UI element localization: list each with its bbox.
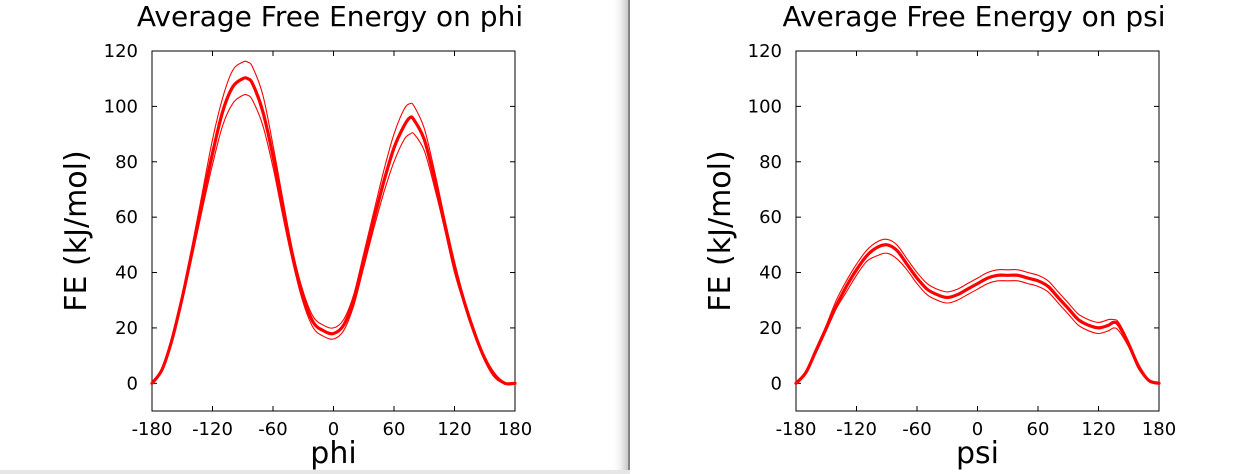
phi-plot-frame [151, 50, 516, 412]
psi-xtick-label: -60 [902, 419, 931, 440]
psi-series-mean-line [794, 243, 1161, 385]
psi-series-upper-line [795, 238, 1160, 384]
psi-xtick-label: 180 [1142, 419, 1176, 440]
psi-ytick-label: 0 [771, 373, 782, 394]
psi-ytick-label: 100 [748, 96, 782, 117]
phi-ytick-label: 120 [104, 41, 138, 62]
bottom-edge [0, 470, 630, 474]
phi-ytick-label: 20 [115, 318, 138, 339]
phi-series-mean-line [150, 76, 517, 386]
psi-chart-title: Average Free Energy on psi [782, 0, 1165, 33]
phi-y-axis-label: FE (kJ/mol) [59, 150, 94, 311]
phi-ytick-label: 100 [104, 96, 138, 117]
psi-series-lower-line [795, 252, 1160, 384]
psi-xtick-label: 0 [972, 419, 983, 440]
phi-ytick-label: 80 [115, 152, 138, 173]
psi-ytick-label: 60 [759, 207, 782, 228]
phi-xtick-label: 180 [498, 419, 532, 440]
psi-free-energy-chart: Average Free Energy on psi 0 20 40 60 80 100 12… [703, 0, 1176, 471]
psi-ytick-label: 40 [759, 263, 782, 284]
phi-xtick-label: -180 [132, 419, 173, 440]
phi-xtick-label: 0 [328, 419, 339, 440]
phi-free-energy-chart: Average Free Energy on phi 0 20 40 60 80 100 12… [59, 0, 532, 471]
phi-series-upper-line [151, 60, 516, 385]
phi-ytick-label: 60 [115, 207, 138, 228]
phi-chart-title: Average Free Energy on phi [137, 0, 523, 33]
psi-xtick-label: 60 [1027, 419, 1050, 440]
psi-xtick-label: -180 [776, 419, 817, 440]
phi-xtick-label: -120 [192, 419, 233, 440]
window-divider [614, 0, 630, 474]
psi-ytick-label: 80 [759, 152, 782, 173]
psi-ytick-label: 20 [759, 318, 782, 339]
psi-y-axis-label: FE (kJ/mol) [703, 150, 738, 311]
phi-series-lower-line [151, 93, 516, 385]
phi-x-axis-label: phi [310, 436, 356, 471]
phi-xtick-label: -60 [258, 419, 287, 440]
right-panel [630, 0, 1255, 474]
phi-ytick-label: 40 [115, 263, 138, 284]
phi-xtick-label: 60 [383, 419, 406, 440]
left-panel [0, 0, 614, 474]
psi-plot-frame [795, 50, 1160, 412]
psi-ytick-label: 120 [748, 41, 782, 62]
psi-x-axis-label: psi [956, 436, 999, 471]
phi-xtick-label: 120 [437, 419, 471, 440]
psi-xtick-label: 120 [1081, 419, 1115, 440]
psi-xtick-label: -120 [836, 419, 877, 440]
phi-ytick-label: 0 [127, 373, 138, 394]
